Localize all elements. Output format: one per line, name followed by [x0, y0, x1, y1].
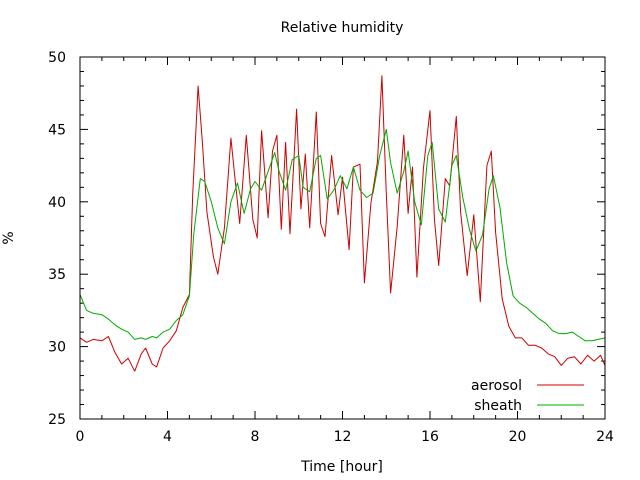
y-tick-label: 45: [48, 122, 66, 138]
x-tick-label: 24: [596, 429, 614, 445]
legend: aerosol sheath: [471, 378, 584, 414]
series-line-sheath: [79, 128, 606, 342]
x-tick-label: 4: [163, 429, 172, 445]
y-tick-label: 25: [48, 412, 66, 428]
y-axis-label: %: [1, 231, 17, 244]
chart-title: Relative humidity: [281, 20, 404, 36]
y-tick-label: 30: [48, 340, 66, 356]
plot-frame: [79, 56, 606, 420]
x-tick-label: 8: [251, 429, 260, 445]
x-tick-label: 0: [76, 429, 85, 445]
series-line-aerosol: [79, 75, 606, 372]
x-tick-label: 12: [334, 429, 352, 445]
legend-label-sheath: sheath: [474, 398, 522, 414]
legend-label-aerosol: aerosol: [471, 378, 522, 394]
x-tick-label: 20: [509, 429, 527, 445]
x-axis-label: Time [hour]: [300, 459, 383, 475]
x-tick-label: 16: [421, 429, 439, 445]
axis-ticks: 0 4 8 12 16 20 24 25 30 35 40 45 50: [48, 50, 614, 445]
series-lines: [79, 75, 606, 372]
y-tick-label: 40: [48, 195, 66, 211]
y-tick-label: 35: [48, 267, 66, 283]
y-tick-label: 50: [48, 50, 66, 66]
